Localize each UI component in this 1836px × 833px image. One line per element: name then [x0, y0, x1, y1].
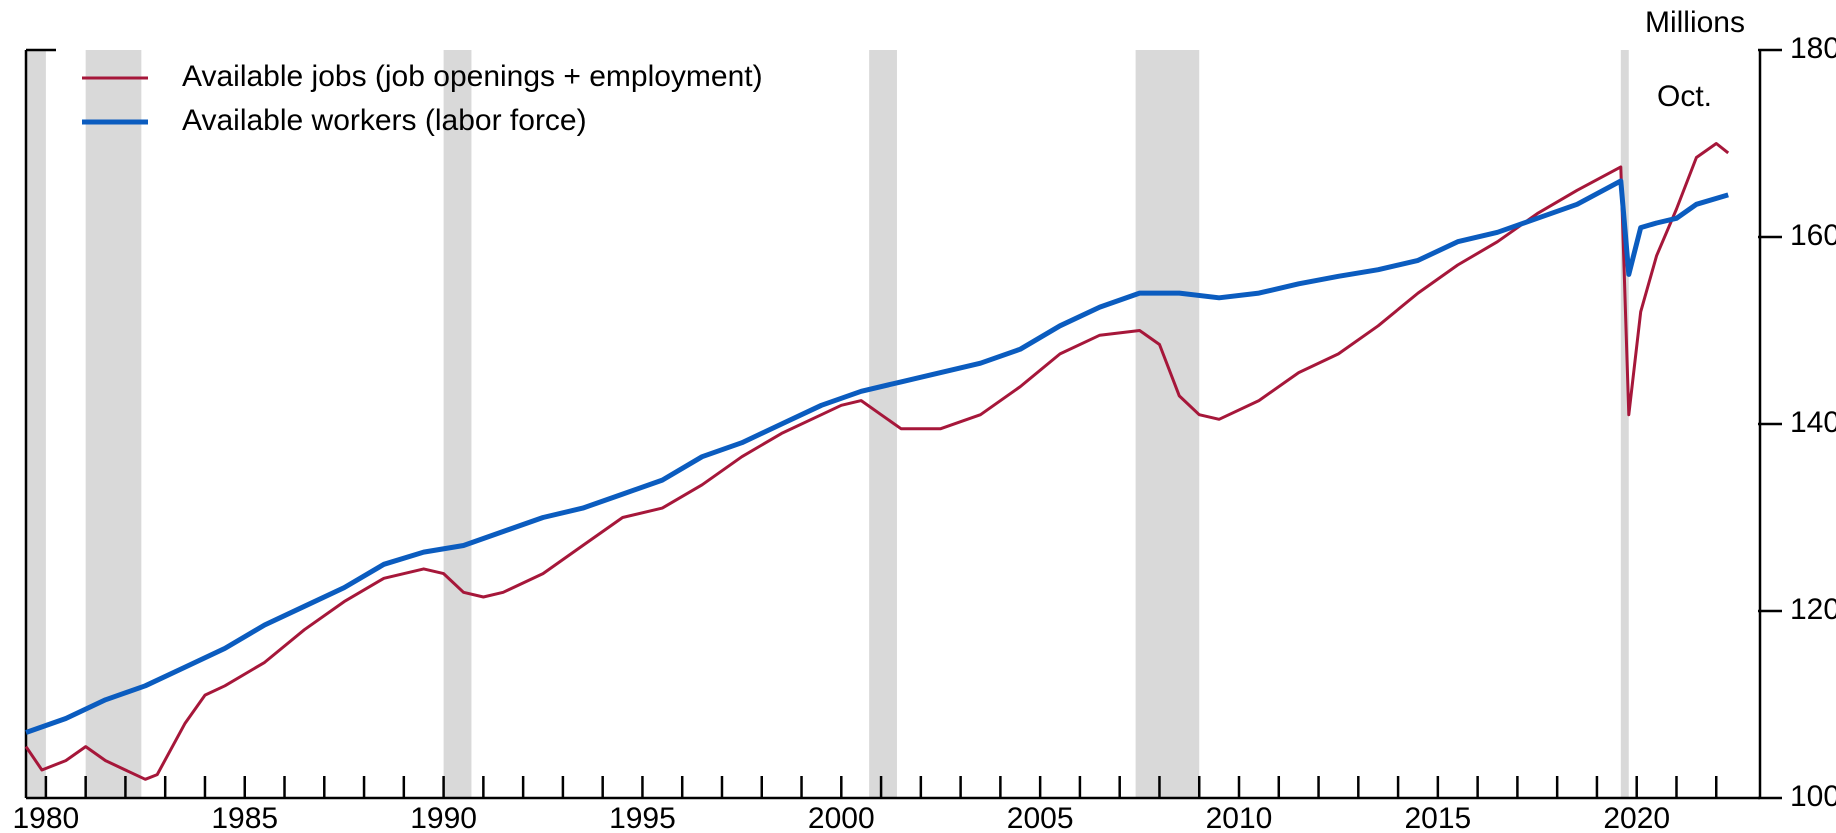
y-axis-label: Millions: [1645, 6, 1745, 39]
legend-label: Available workers (labor force): [182, 104, 587, 137]
series-line: [24, 142, 1730, 781]
recession-band: [85, 50, 142, 798]
x-tick-label: 1980: [13, 802, 80, 833]
y-tick-label: 180: [1790, 32, 1836, 65]
series-line: [25, 178, 1729, 735]
recession-band: [443, 50, 472, 798]
recession-band: [1620, 50, 1629, 798]
legend-label: Available jobs (job openings + employmen…: [182, 60, 763, 93]
x-tick-label: 1990: [410, 802, 477, 833]
x-tick-label: 2020: [1603, 802, 1670, 833]
x-tick-label: 1985: [211, 802, 278, 833]
x-tick-label: 2000: [808, 802, 875, 833]
annotation: Oct.: [1657, 80, 1712, 113]
recession-band: [26, 50, 46, 798]
x-tick-label: 2015: [1404, 802, 1471, 833]
y-tick-label: 120: [1790, 593, 1836, 626]
y-tick-label: 160: [1790, 219, 1836, 252]
x-tick-label: 2010: [1206, 802, 1273, 833]
y-tick-label: 100: [1790, 780, 1836, 813]
x-tick-label: 1995: [609, 802, 676, 833]
recession-band: [1135, 50, 1200, 798]
x-tick-label: 2005: [1007, 802, 1074, 833]
y-tick-label: 140: [1790, 406, 1836, 439]
